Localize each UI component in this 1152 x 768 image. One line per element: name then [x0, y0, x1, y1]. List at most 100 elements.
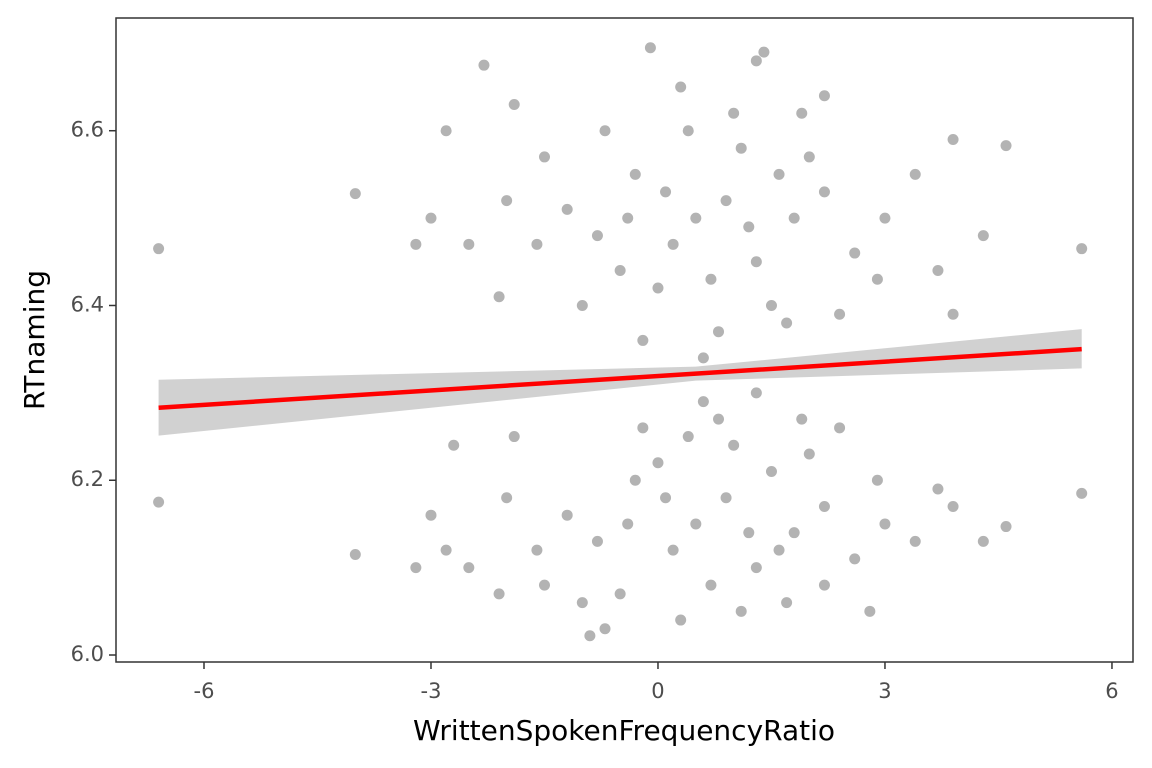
point [599, 125, 611, 137]
point [765, 299, 777, 311]
point [561, 509, 573, 521]
point [153, 496, 165, 508]
point [750, 387, 762, 399]
fit-line [158, 346, 1082, 410]
point [947, 308, 959, 320]
point [765, 466, 777, 478]
point [644, 42, 656, 54]
point [728, 107, 740, 119]
y-tick-label: 6.6 [71, 118, 104, 142]
x-tick-label: -3 [421, 679, 442, 703]
point [493, 588, 505, 600]
point [947, 133, 959, 145]
point [697, 396, 709, 408]
x-tick-label: 3 [878, 679, 891, 703]
point [440, 544, 452, 556]
point [932, 483, 944, 495]
point [599, 623, 611, 635]
point [977, 230, 989, 242]
point [932, 265, 944, 277]
point [576, 299, 588, 311]
plot-area [153, 42, 1088, 642]
point [349, 549, 361, 561]
point [1000, 140, 1012, 152]
point [622, 212, 634, 224]
point [1076, 487, 1088, 499]
point [508, 99, 520, 111]
point [508, 431, 520, 443]
point [410, 562, 422, 574]
point [879, 518, 891, 530]
point [758, 46, 770, 58]
point [463, 562, 475, 574]
point [501, 492, 513, 504]
point [947, 500, 959, 512]
point [561, 203, 573, 215]
point [614, 588, 626, 600]
point [720, 195, 732, 207]
point [773, 544, 785, 556]
point [675, 81, 687, 93]
point [788, 212, 800, 224]
point [349, 188, 361, 200]
point [720, 492, 732, 504]
x-tick-label: -6 [194, 679, 215, 703]
point [750, 256, 762, 268]
point [675, 614, 687, 626]
point [796, 413, 808, 425]
point [493, 291, 505, 303]
point [818, 90, 830, 102]
point [713, 326, 725, 338]
point [682, 431, 694, 443]
point [803, 151, 815, 163]
point [728, 439, 740, 451]
panel-background [116, 18, 1133, 662]
point [818, 500, 830, 512]
point [705, 579, 717, 591]
point [660, 186, 672, 198]
point [697, 352, 709, 364]
point [871, 273, 883, 285]
point [849, 553, 861, 565]
point [849, 247, 861, 259]
panel-border [115, 17, 1134, 663]
confidence-band [158, 329, 1082, 436]
point [1000, 521, 1012, 533]
point [750, 55, 762, 67]
y-axis-title: RTnaming [18, 270, 51, 410]
point [652, 282, 664, 294]
point [425, 212, 437, 224]
point [909, 168, 921, 180]
point [735, 605, 747, 617]
point [735, 142, 747, 154]
y-tick-label: 6.0 [71, 642, 104, 666]
point [637, 334, 649, 346]
point [743, 527, 755, 539]
point [818, 186, 830, 198]
point [448, 439, 460, 451]
x-tick-label: 6 [1105, 679, 1118, 703]
point [531, 238, 543, 250]
point [909, 535, 921, 547]
point [690, 518, 702, 530]
point [879, 212, 891, 224]
point [690, 212, 702, 224]
point [538, 151, 550, 163]
point [629, 474, 641, 486]
point [682, 125, 694, 137]
point [425, 509, 437, 521]
point [750, 562, 762, 574]
point [713, 413, 725, 425]
point [531, 544, 543, 556]
point [1076, 243, 1088, 255]
point [667, 544, 679, 556]
point [796, 107, 808, 119]
y-tick-label: 6.2 [71, 467, 104, 491]
point [637, 422, 649, 434]
y-tick-label: 6.4 [71, 292, 104, 316]
point [781, 317, 793, 329]
x-tick-label: 0 [651, 679, 664, 703]
point [977, 535, 989, 547]
point [788, 527, 800, 539]
